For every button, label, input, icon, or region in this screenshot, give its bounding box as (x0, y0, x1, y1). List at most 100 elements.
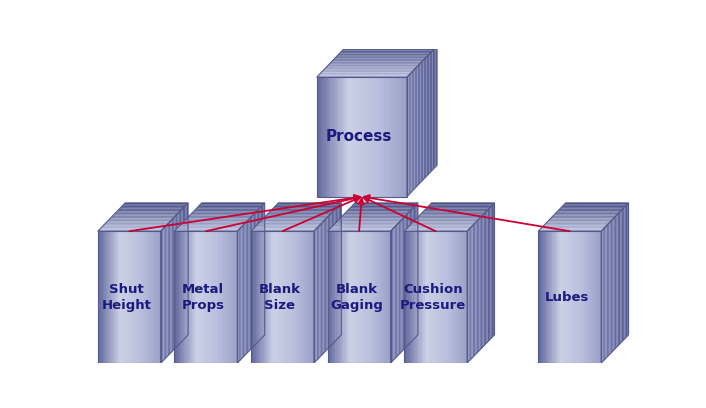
Polygon shape (182, 231, 184, 363)
Polygon shape (423, 231, 425, 363)
Polygon shape (214, 231, 215, 363)
Polygon shape (421, 62, 422, 182)
Polygon shape (275, 204, 340, 206)
Polygon shape (312, 231, 314, 363)
Text: Metal
Props: Metal Props (181, 283, 225, 312)
Polygon shape (597, 231, 598, 363)
Polygon shape (249, 218, 250, 352)
Polygon shape (412, 231, 414, 363)
Polygon shape (409, 74, 410, 195)
Polygon shape (538, 230, 602, 231)
Polygon shape (131, 231, 133, 363)
Polygon shape (364, 231, 366, 363)
Polygon shape (332, 60, 424, 62)
Polygon shape (428, 231, 429, 363)
Polygon shape (418, 215, 482, 217)
Polygon shape (257, 231, 259, 363)
Polygon shape (321, 71, 413, 73)
Polygon shape (542, 226, 606, 227)
Polygon shape (170, 220, 172, 353)
Polygon shape (618, 213, 619, 346)
Polygon shape (405, 231, 406, 363)
Polygon shape (340, 52, 431, 54)
Polygon shape (272, 208, 336, 210)
Polygon shape (424, 210, 488, 211)
Polygon shape (590, 231, 592, 363)
Polygon shape (303, 231, 304, 363)
Polygon shape (237, 230, 239, 363)
Polygon shape (579, 231, 581, 363)
Polygon shape (393, 77, 395, 197)
Polygon shape (155, 231, 156, 363)
Polygon shape (417, 217, 481, 218)
Polygon shape (369, 77, 371, 197)
Polygon shape (614, 217, 615, 350)
Polygon shape (407, 213, 408, 346)
Polygon shape (409, 224, 474, 226)
Polygon shape (354, 203, 418, 204)
Polygon shape (378, 231, 380, 363)
Polygon shape (246, 221, 247, 355)
Polygon shape (474, 223, 475, 356)
Polygon shape (411, 223, 475, 224)
Polygon shape (318, 74, 410, 75)
Polygon shape (186, 217, 251, 218)
Polygon shape (126, 231, 128, 363)
Polygon shape (343, 231, 345, 363)
Polygon shape (412, 71, 413, 192)
Polygon shape (441, 231, 442, 363)
Polygon shape (616, 214, 618, 348)
Polygon shape (161, 230, 162, 363)
Polygon shape (405, 214, 407, 348)
Polygon shape (178, 231, 179, 363)
Polygon shape (326, 217, 328, 350)
Polygon shape (213, 231, 214, 363)
Polygon shape (492, 204, 493, 338)
Polygon shape (329, 228, 393, 230)
Polygon shape (359, 77, 361, 197)
Polygon shape (337, 206, 339, 339)
Polygon shape (322, 221, 323, 355)
Polygon shape (328, 215, 329, 349)
Polygon shape (417, 231, 419, 363)
Polygon shape (225, 231, 227, 363)
Polygon shape (391, 77, 393, 197)
Polygon shape (265, 231, 267, 363)
Polygon shape (414, 231, 415, 363)
Polygon shape (419, 63, 421, 184)
Polygon shape (587, 231, 589, 363)
Polygon shape (330, 77, 333, 197)
Polygon shape (275, 231, 276, 363)
Polygon shape (280, 231, 281, 363)
Polygon shape (425, 57, 426, 178)
Polygon shape (439, 231, 441, 363)
Polygon shape (467, 230, 469, 363)
Polygon shape (317, 227, 318, 360)
Polygon shape (253, 231, 254, 363)
Polygon shape (273, 231, 275, 363)
Polygon shape (447, 231, 448, 363)
Polygon shape (544, 231, 546, 363)
Polygon shape (324, 68, 416, 69)
Polygon shape (402, 218, 403, 352)
Polygon shape (102, 231, 104, 363)
Polygon shape (134, 231, 136, 363)
Polygon shape (174, 231, 176, 363)
Polygon shape (319, 77, 321, 197)
Polygon shape (181, 231, 182, 363)
Polygon shape (609, 221, 611, 355)
Polygon shape (557, 231, 558, 363)
Polygon shape (384, 77, 387, 197)
Polygon shape (477, 220, 478, 353)
Polygon shape (332, 226, 396, 227)
Polygon shape (201, 203, 265, 204)
Polygon shape (239, 228, 240, 362)
Polygon shape (602, 228, 604, 362)
Polygon shape (143, 231, 145, 363)
Polygon shape (341, 215, 405, 217)
Polygon shape (328, 231, 329, 363)
Polygon shape (294, 231, 295, 363)
Polygon shape (336, 55, 428, 57)
Polygon shape (261, 220, 325, 221)
Polygon shape (157, 231, 159, 363)
